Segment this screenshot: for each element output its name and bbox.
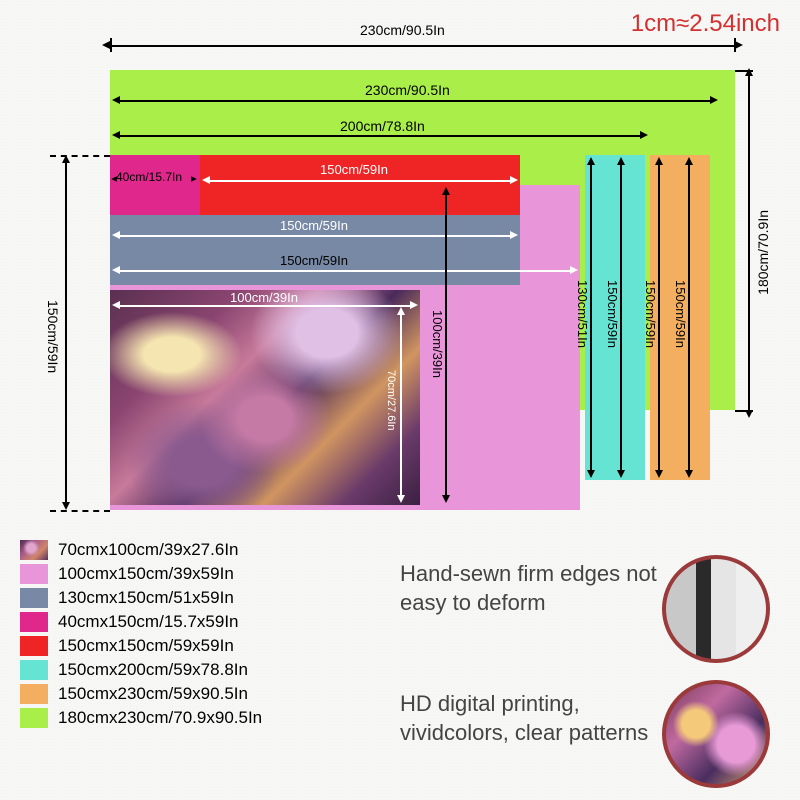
dim-top3: 200cm/78.8In xyxy=(340,118,425,134)
legend-label: 150cmx150cm/59x59In xyxy=(58,636,234,656)
dim-pink-v: 100cm/39In xyxy=(430,310,445,378)
feature-1: Hand-sewn firm edges not easy to deform xyxy=(400,560,680,617)
legend-swatch xyxy=(20,588,48,608)
legend-label: 70cmx100cm/39x27.6In xyxy=(58,540,239,560)
legend-swatch xyxy=(20,684,48,704)
legend-row: 40cmx150cm/15.7x59In xyxy=(20,612,350,632)
legend-label: 150cmx200cm/59x78.8In xyxy=(58,660,248,680)
legend-label: 100cmx150cm/39x59In xyxy=(58,564,234,584)
legend-label: 180cmx230cm/70.9x90.5In xyxy=(58,708,262,728)
dim-slate: 150cm/59In xyxy=(280,218,348,233)
dim-cyan-inner: 130cm/51In xyxy=(575,280,590,348)
dim-photo-w: 100cm/39In xyxy=(230,290,298,305)
rect-photo xyxy=(110,290,420,505)
legend-swatch xyxy=(20,636,48,656)
dim-top2-line xyxy=(120,100,710,102)
legend-label: 40cmx150cm/15.7x59In xyxy=(58,612,239,632)
detail-circle-print xyxy=(662,680,770,788)
dim-orange: 150cm/59In xyxy=(643,280,658,348)
dim-cyan: 150cm/59In xyxy=(605,280,620,348)
legend-row: 150cmx200cm/59x78.8In xyxy=(20,660,350,680)
legend-row: 180cmx230cm/70.9x90.5In xyxy=(20,708,350,728)
dim-left: 150cm/59In xyxy=(45,300,61,373)
legend-label: 150cmx230cm/59x90.5In xyxy=(58,684,248,704)
legend: 70cmx100cm/39x27.6In 100cmx150cm/39x59In 1… xyxy=(20,540,350,732)
legend-row: 130cmx150cm/51x59In xyxy=(20,588,350,608)
legend-row: 70cmx100cm/39x27.6In xyxy=(20,540,350,560)
legend-swatch xyxy=(20,708,48,728)
legend-swatch xyxy=(20,612,48,632)
rect-magenta xyxy=(110,155,200,215)
legend-swatch xyxy=(20,564,48,584)
dim-top1: 230cm/90.5In xyxy=(360,22,445,38)
conversion-note: 1cm≈2.54inch xyxy=(631,10,780,38)
legend-row: 100cmx150cm/39x59In xyxy=(20,564,350,584)
dim-orange2: 150cm/59In xyxy=(673,280,688,348)
size-diagram: 230cm/90.5In 230cm/90.5In 200cm/78.8In 4… xyxy=(30,40,770,520)
legend-swatch xyxy=(20,660,48,680)
legend-label: 130cmx150cm/51x59In xyxy=(58,588,234,608)
legend-row: 150cmx150cm/59x59In xyxy=(20,636,350,656)
legend-row: 150cmx230cm/59x90.5In xyxy=(20,684,350,704)
dim-top3-line xyxy=(120,135,640,137)
dim-red: 150cm/59In xyxy=(320,162,388,177)
detail-circle-edges xyxy=(662,555,770,663)
dim-top1-line xyxy=(110,45,735,47)
dim-pink: 150cm/59In xyxy=(280,253,348,268)
legend-swatch xyxy=(20,540,48,560)
dim-photo-h: 70cm/27.6In xyxy=(385,370,397,431)
dim-right: 180cm/70.9In xyxy=(755,210,771,295)
feature-2: HD digital printing, vividcolors, clear … xyxy=(400,690,680,747)
dim-top2: 230cm/90.5In xyxy=(365,82,450,98)
dim-magenta: 40cm/15.7In xyxy=(116,170,182,184)
